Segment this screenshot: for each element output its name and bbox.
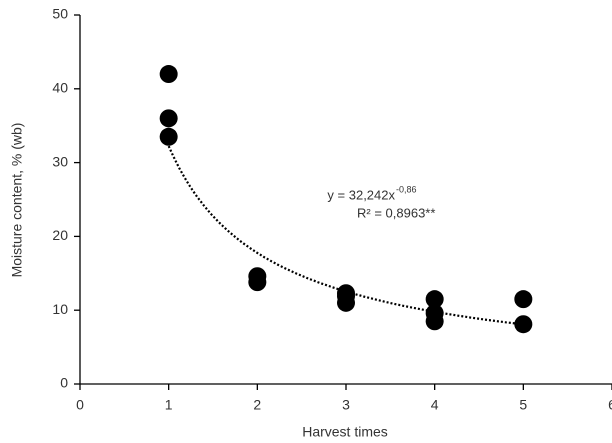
data-point [337, 293, 355, 312]
x-axis-title: Harvest times [302, 424, 388, 440]
x-tick-label: 1 [165, 397, 173, 413]
x-tick-label: 2 [253, 397, 261, 413]
data-point [514, 315, 533, 334]
y-tick-label: 20 [52, 227, 68, 243]
y-tick-label: 30 [52, 153, 68, 169]
data-point [248, 273, 267, 292]
data-point [159, 109, 178, 128]
trend-equation: y = 32,242x [327, 187, 395, 202]
y-axis-title: Moisture content, % (wb) [9, 123, 25, 278]
trend-exponent: -0,86 [396, 184, 417, 194]
r-squared: R² = 0,8963** [357, 205, 435, 220]
x-tick-label: 5 [519, 397, 527, 413]
data-point [425, 312, 444, 331]
x-tick-label: 3 [342, 397, 350, 413]
x-tick-label: 0 [76, 397, 84, 413]
x-tick-label: 4 [431, 397, 439, 413]
x-tick-label: 6 [608, 397, 612, 413]
y-tick-label: 0 [60, 375, 68, 391]
y-tick-label: 50 [52, 6, 68, 22]
y-tick-label: 10 [52, 301, 68, 317]
data-point [159, 127, 178, 146]
data-point [514, 290, 533, 309]
y-tick-label: 40 [52, 80, 68, 96]
data-point [159, 65, 178, 84]
data-point [425, 290, 444, 309]
